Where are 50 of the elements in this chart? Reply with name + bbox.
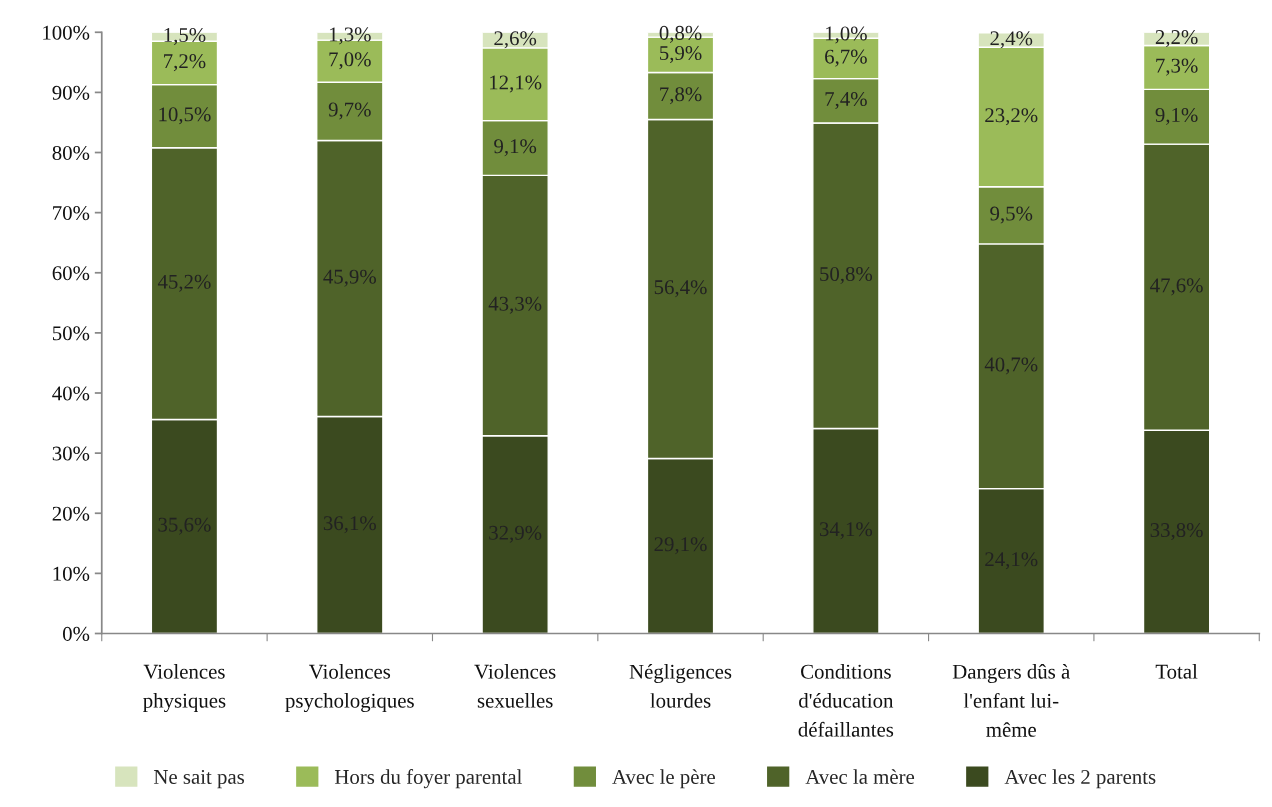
data-label: 23,2% xyxy=(985,108,1038,126)
y-tick-label: 0% xyxy=(62,626,90,641)
data-label: 1,5% xyxy=(164,27,206,45)
data-label: 45,9% xyxy=(323,269,376,287)
data-label: 7,8% xyxy=(660,87,702,105)
data-label: 10,5% xyxy=(159,107,211,125)
legend-label: Avec la mère xyxy=(805,769,915,784)
data-label: 7,2% xyxy=(164,54,206,72)
y-tick-label: 40% xyxy=(52,386,90,401)
data-label: 9,5% xyxy=(990,206,1033,224)
data-label: 43,3% xyxy=(488,296,542,314)
data-label: 7,3% xyxy=(1156,58,1198,76)
legend-label: Avec le père xyxy=(612,769,715,789)
data-label: 1,0% xyxy=(826,26,867,44)
data-label: 40,7% xyxy=(984,357,1038,375)
x-tick-label: Dangers dûs à l'enfant lui- même xyxy=(952,664,1070,737)
x-tick-label: Violences physiques xyxy=(143,664,226,713)
legend-label: Avec les 2 parents xyxy=(1004,769,1156,789)
data-label: 9,1% xyxy=(494,139,537,157)
y-tick-label: 10% xyxy=(53,566,90,581)
data-label: 9,7% xyxy=(328,102,371,120)
data-label: 7,0% xyxy=(329,52,371,70)
data-label: 7,4% xyxy=(825,91,867,110)
y-tick-label: 50% xyxy=(52,326,90,341)
data-label: 50,8% xyxy=(820,266,873,284)
y-tick-label: 80% xyxy=(52,145,90,161)
y-tick-label: 60% xyxy=(52,266,90,281)
x-tick-label: Négligences lourdes xyxy=(629,664,732,708)
data-label: 2,2% xyxy=(1155,30,1198,48)
x-tick-label: Violences sexuelles xyxy=(474,664,556,708)
data-label: 2,4% xyxy=(990,31,1033,49)
y-tick-label: 20% xyxy=(52,506,90,521)
data-label: 56,4% xyxy=(654,280,707,298)
data-label: 5,9% xyxy=(660,45,702,64)
data-label: 6,7% xyxy=(825,49,867,67)
legend-label: Ne sait pas xyxy=(153,769,245,789)
y-tick-label: 30% xyxy=(52,446,90,461)
data-label: 47,6% xyxy=(1150,278,1203,296)
data-label: 9,1% xyxy=(1155,107,1198,125)
x-tick-label: Violences psychologiques xyxy=(285,664,414,713)
x-tick-label: Total xyxy=(1155,664,1198,679)
y-tick-label: 90% xyxy=(52,85,90,100)
legend-label: Hors du foyer parental xyxy=(334,769,522,789)
data-label: 2,6% xyxy=(494,31,537,49)
y-tick-label: 100% xyxy=(43,25,90,40)
data-label: 45,2% xyxy=(157,274,211,292)
data-label: 12,1% xyxy=(490,75,542,93)
y-tick-label: 70% xyxy=(53,206,90,221)
x-tick-label: Conditions d'éducation défaillantes xyxy=(798,664,894,737)
data-label: 1,3% xyxy=(329,27,371,45)
